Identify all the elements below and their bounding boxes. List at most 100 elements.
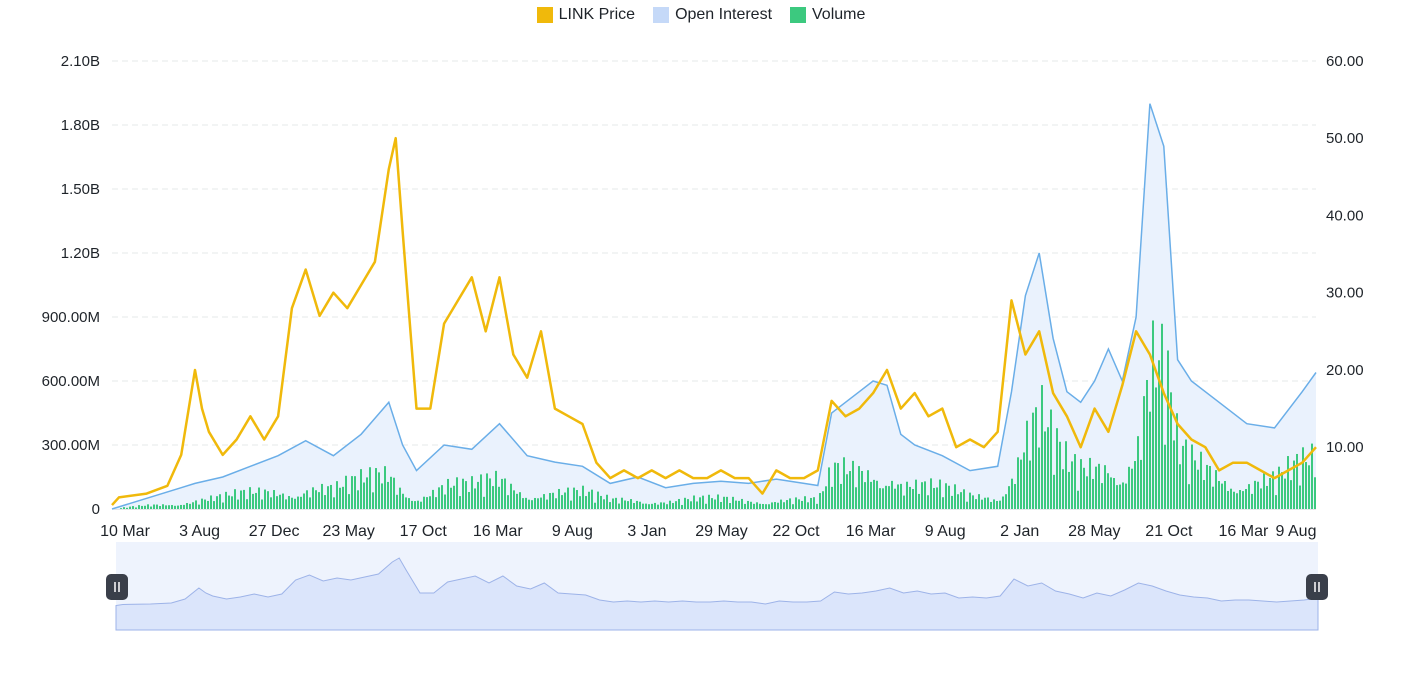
volume-bar <box>984 497 986 509</box>
volume-bar <box>930 478 932 509</box>
volume-bar <box>321 483 323 509</box>
volume-bar <box>918 493 920 509</box>
volume-bar <box>600 495 602 509</box>
volume-bar <box>528 499 530 509</box>
volume-bar <box>921 482 923 509</box>
navigator-series <box>115 557 1319 631</box>
volume-bar <box>1257 481 1259 509</box>
legend-item-volume[interactable]: Volume <box>790 6 865 24</box>
volume-bar <box>1299 485 1301 509</box>
volume-bar <box>825 486 827 509</box>
legend-item-price[interactable]: LINK Price <box>536 6 636 24</box>
volume-bar <box>549 493 551 509</box>
series-open-interest-area <box>112 103 1316 509</box>
volume-bar <box>942 497 944 509</box>
volume-bar <box>1056 428 1058 509</box>
volume-bar <box>954 484 956 509</box>
volume-bar <box>591 489 593 509</box>
volume-bar <box>660 502 662 509</box>
volume-bar <box>609 502 611 509</box>
legend-swatch-open-interest <box>653 7 670 23</box>
volume-bar <box>795 497 797 509</box>
volume-bar <box>171 505 173 509</box>
volume-bar <box>906 481 908 509</box>
volume-bar <box>672 503 674 509</box>
volume-bar <box>414 501 416 509</box>
x-tick-label: 9 Aug <box>1276 523 1317 540</box>
volume-bar <box>339 487 341 509</box>
volume-bar <box>1026 420 1028 509</box>
volume-bar <box>309 497 311 509</box>
volume-bar <box>717 494 719 509</box>
volume-bar <box>399 487 401 509</box>
x-tick-label: 17 Oct <box>400 523 448 540</box>
volume-bar <box>225 491 227 509</box>
volume-bar <box>1284 478 1286 509</box>
volume-bar <box>1002 496 1004 509</box>
volume-bar <box>828 467 830 509</box>
volume-bar <box>1161 323 1163 509</box>
volume-bar <box>597 491 599 509</box>
volume-bar <box>297 496 299 509</box>
volume-bar <box>633 503 635 509</box>
volume-bar <box>939 479 941 509</box>
volume-bar <box>858 466 860 509</box>
volume-bar <box>1050 409 1052 509</box>
navigator-handle-left[interactable] <box>106 574 128 600</box>
volume-bar <box>1170 392 1172 509</box>
legend-label-price: LINK Price <box>558 6 636 23</box>
volume-bar <box>831 486 833 509</box>
volume-bar <box>987 497 989 509</box>
volume-bar <box>1065 441 1067 509</box>
volume-bar <box>603 499 605 509</box>
volume-bar <box>1131 468 1133 509</box>
volume-bar <box>1107 473 1109 509</box>
volume-bar <box>1230 488 1232 509</box>
volume-bar <box>1188 484 1190 509</box>
volume-bar <box>789 498 791 509</box>
volume-bar <box>1023 452 1025 509</box>
volume-bar <box>567 487 569 509</box>
volume-bar <box>1035 407 1037 509</box>
volume-bar <box>780 499 782 509</box>
volume-bar <box>378 472 380 509</box>
x-tick-label: 27 Dec <box>249 523 300 540</box>
volume-bar <box>840 483 842 509</box>
volume-bar <box>387 481 389 509</box>
volume-bar <box>870 481 872 509</box>
volume-bar <box>264 489 266 509</box>
volume-bar <box>759 503 761 509</box>
y-left-tick-label: 1.50B <box>61 181 100 198</box>
volume-bar <box>558 488 560 509</box>
volume-bar <box>1281 472 1283 509</box>
volume-bar <box>924 481 926 509</box>
volume-bar <box>1047 427 1049 509</box>
y-left-tick-label: 600.00M <box>42 373 100 390</box>
volume-bar <box>165 505 167 509</box>
volume-bar <box>477 481 479 509</box>
volume-bar <box>669 500 671 509</box>
volume-bar <box>273 490 275 509</box>
volume-bar <box>504 478 506 509</box>
legend-item-open-interest[interactable]: Open Interest <box>653 6 772 24</box>
x-tick-label: 21 Oct <box>1145 523 1193 540</box>
volume-bar <box>288 496 290 509</box>
volume-bar <box>207 500 209 509</box>
volume-bar <box>270 497 272 509</box>
volume-bar <box>681 504 683 509</box>
volume-bar <box>327 486 329 509</box>
volume-bar <box>798 499 800 509</box>
volume-bar <box>1203 480 1205 509</box>
volume-bar <box>129 506 131 509</box>
volume-bar <box>822 491 824 509</box>
volume-bar <box>540 497 542 509</box>
volume-bar <box>258 487 260 509</box>
volume-bar <box>1128 466 1130 509</box>
volume-bar <box>1215 470 1217 509</box>
navigator-handle-right[interactable] <box>1306 574 1328 600</box>
volume-bar <box>1266 485 1268 509</box>
y-left-tick-label: 2.10B <box>61 53 100 70</box>
volume-bar <box>1020 459 1022 509</box>
x-tick-label: 22 Oct <box>772 523 820 540</box>
volume-bar <box>381 483 383 509</box>
